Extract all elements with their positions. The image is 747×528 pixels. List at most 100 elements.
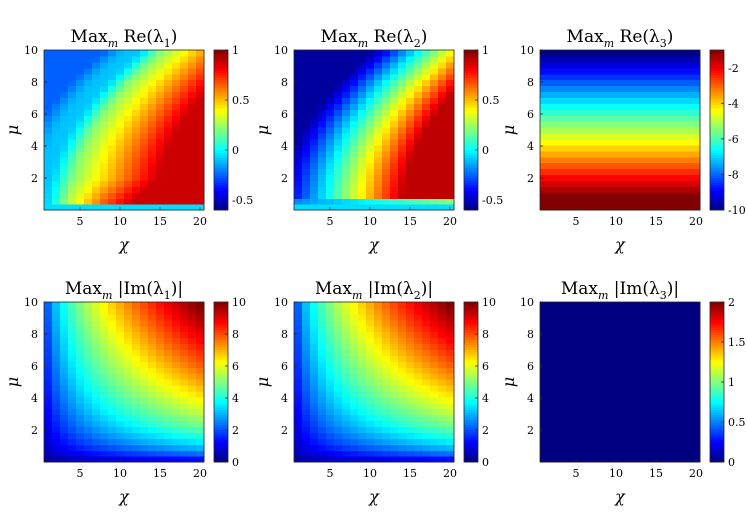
heatmap-cell bbox=[540, 156, 549, 164]
heatmap-cell bbox=[366, 138, 375, 146]
heatmap-cell bbox=[692, 198, 701, 205]
heatmap-cell bbox=[132, 361, 141, 368]
heatmap-cell bbox=[588, 121, 597, 128]
colorbar-segment bbox=[710, 122, 724, 126]
heatmap-cell bbox=[132, 186, 141, 193]
heatmap-cell bbox=[446, 367, 455, 374]
heatmap-cell bbox=[148, 138, 157, 146]
y-tick-label: 2 bbox=[527, 424, 534, 437]
heatmap-cell bbox=[652, 85, 661, 93]
heatmap-cell bbox=[318, 127, 327, 134]
heatmap-cell bbox=[668, 384, 677, 392]
heatmap-cell bbox=[294, 156, 303, 164]
heatmap-cell bbox=[374, 420, 383, 428]
heatmap-cell bbox=[628, 331, 637, 339]
heatmap-cell bbox=[414, 138, 423, 146]
heatmap-cell bbox=[374, 50, 383, 57]
heatmap-cell bbox=[540, 204, 549, 211]
heatmap-cell bbox=[188, 384, 197, 392]
heatmap-cell bbox=[358, 402, 367, 410]
heatmap-cell bbox=[390, 180, 399, 187]
heatmap-cell bbox=[156, 198, 165, 205]
heatmap-cell bbox=[414, 91, 423, 99]
heatmap-cell bbox=[596, 115, 605, 122]
colorbar-segment bbox=[214, 160, 228, 164]
heatmap-cell bbox=[628, 168, 637, 176]
heatmap-cell bbox=[438, 127, 447, 134]
heatmap-cell bbox=[540, 50, 549, 57]
heatmap-cell bbox=[124, 408, 133, 416]
heatmap-cell bbox=[44, 349, 53, 356]
heatmap-cell bbox=[382, 192, 391, 199]
heatmap-cell bbox=[374, 343, 383, 351]
heatmap-cell bbox=[556, 156, 565, 164]
heatmap-cell bbox=[156, 144, 165, 152]
heatmap-cell bbox=[188, 343, 197, 351]
heatmap-cell bbox=[652, 168, 661, 176]
heatmap-cell bbox=[350, 109, 359, 116]
heatmap-cell bbox=[374, 367, 383, 374]
colorbar-segment bbox=[710, 192, 724, 196]
heatmap-cell bbox=[108, 390, 117, 398]
heatmap-cell bbox=[660, 67, 669, 75]
heatmap-cell bbox=[334, 186, 343, 193]
heatmap-cells bbox=[540, 302, 701, 463]
heatmap-cell bbox=[76, 444, 85, 451]
heatmap-cell bbox=[406, 132, 415, 140]
heatmap-cell bbox=[156, 55, 165, 63]
heatmap-cell bbox=[156, 162, 165, 170]
heatmap-cell bbox=[580, 444, 589, 451]
colorbar-segment bbox=[214, 414, 228, 418]
heatmap-cell bbox=[100, 337, 109, 345]
heatmap-cell bbox=[692, 144, 701, 152]
colorbar-segment bbox=[710, 92, 724, 96]
heatmap-cell bbox=[668, 73, 677, 81]
heatmap-cell bbox=[398, 355, 407, 362]
heatmap-cell bbox=[572, 319, 581, 327]
colorbar-segment bbox=[214, 190, 228, 194]
heatmap-cell bbox=[660, 150, 669, 158]
colorbar-segment bbox=[710, 110, 724, 114]
heatmap-cell bbox=[172, 156, 181, 164]
heatmap-cell bbox=[676, 144, 685, 152]
heatmap-cell bbox=[318, 162, 327, 170]
heatmap-cell bbox=[326, 420, 335, 428]
heatmap-cell bbox=[108, 313, 117, 321]
heatmap-cell bbox=[398, 109, 407, 116]
heatmap-cell bbox=[302, 414, 311, 422]
heatmap-cell bbox=[620, 302, 629, 309]
heatmap-cell bbox=[84, 67, 93, 75]
heatmap-cell bbox=[52, 337, 61, 345]
heatmap-cell bbox=[414, 55, 423, 63]
heatmap-cell bbox=[414, 127, 423, 134]
heatmap-cell bbox=[366, 85, 375, 93]
colorbar-segment bbox=[710, 190, 724, 194]
heatmap-cell bbox=[60, 79, 69, 87]
heatmap-cell bbox=[668, 438, 677, 445]
heatmap-cell bbox=[636, 162, 645, 170]
heatmap-cell bbox=[124, 186, 133, 193]
heatmap-cell bbox=[358, 156, 367, 164]
heatmap-cell bbox=[390, 373, 399, 380]
heatmap-cell bbox=[180, 426, 189, 433]
heatmap-cell bbox=[318, 55, 327, 63]
colorbar-segment bbox=[464, 389, 478, 393]
heatmap-cell bbox=[140, 67, 149, 75]
heatmap-cell bbox=[636, 85, 645, 93]
heatmap-cell bbox=[156, 192, 165, 199]
heatmap-cell bbox=[628, 302, 637, 309]
heatmap-cell bbox=[326, 379, 335, 386]
colorbar-tick-label: -0.5 bbox=[232, 194, 253, 207]
heatmap-cell bbox=[406, 325, 415, 333]
heatmap-cell bbox=[100, 420, 109, 428]
heatmap-cell bbox=[660, 73, 669, 81]
heatmap-cell bbox=[180, 73, 189, 81]
heatmap-cell bbox=[358, 313, 367, 321]
colorbar-segment bbox=[214, 367, 228, 371]
heatmap-cell bbox=[564, 132, 573, 140]
heatmap-cell bbox=[556, 150, 565, 158]
heatmap-cell bbox=[628, 408, 637, 416]
heatmap-cell bbox=[124, 355, 133, 362]
heatmap-cell bbox=[676, 79, 685, 87]
